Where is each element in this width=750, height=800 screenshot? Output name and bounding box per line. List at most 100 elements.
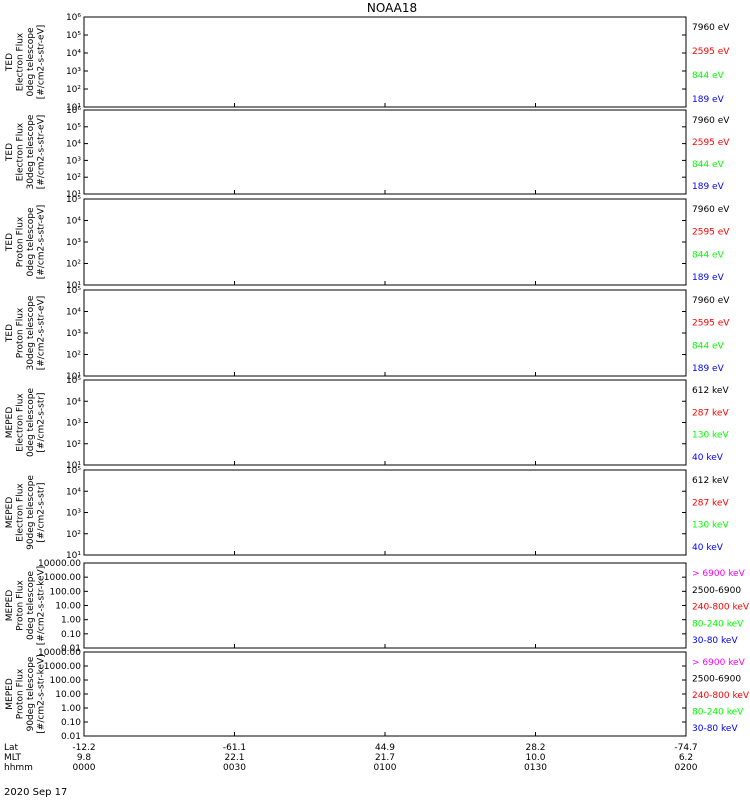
- legend-entry: 844 eV: [692, 341, 725, 351]
- y-axis-label-line: 30deg telescope: [26, 114, 36, 189]
- y-axis-label-line: 0deg telescope: [26, 207, 36, 277]
- y-tick-label: 10⁴: [66, 217, 81, 227]
- y-tick-label: 10³: [66, 156, 81, 166]
- x-tick-label: 10.0: [525, 753, 545, 763]
- y-tick-label: 0.10: [61, 718, 81, 728]
- legend-entry: 2500-6900: [692, 586, 741, 596]
- y-axis-label-line: MEPED: [5, 590, 15, 622]
- y-axis-label-line: [#/cm2-s-str-keV]: [37, 566, 47, 645]
- date-label: 2020 Sep 17: [4, 787, 67, 798]
- legend-entry: 80-240 keV: [692, 619, 744, 629]
- y-axis-label-line: [#/cm2-s-str-keV]: [37, 654, 47, 733]
- y-axis-label-line: Electron Flux: [16, 483, 26, 542]
- y-axis-label-line: 90deg telescope: [26, 475, 36, 550]
- y-tick-label: 0.10: [61, 630, 81, 640]
- legend-entry: 2595 eV: [692, 47, 730, 57]
- y-tick-label: 10²: [66, 351, 81, 361]
- panel-5-frame: [83, 379, 687, 466]
- y-axis-label-line: MEPED: [5, 678, 15, 710]
- legend-entry: 2595 eV: [692, 138, 730, 148]
- legend-entry: 2500-6900: [692, 675, 741, 685]
- y-tick-label: 10³: [66, 509, 81, 519]
- y-tick-label: 10⁵: [66, 31, 81, 41]
- legend-entry: 30-80 keV: [692, 636, 738, 646]
- legend-entry: 844 eV: [692, 250, 725, 260]
- x-tick-label: 44.9: [375, 743, 395, 753]
- y-axis-label-line: 0deg telescope: [26, 27, 36, 97]
- y-tick-label: 10³: [66, 329, 81, 339]
- y-tick-label: 0.01: [61, 732, 81, 742]
- y-axis-label-line: TED: [5, 324, 15, 343]
- y-tick-label: 10³: [66, 238, 81, 248]
- y-tick-label: 10¹: [66, 372, 81, 382]
- y-axis-label-line: Proton Flux: [16, 580, 26, 631]
- legend-entry: 189 eV: [692, 273, 725, 283]
- x-tick-label: 0030: [223, 763, 246, 773]
- y-tick-label: 10⁴: [66, 140, 81, 150]
- y-tick-label: 10.00: [55, 602, 81, 612]
- legend-entry: 189 eV: [692, 364, 725, 374]
- y-tick-label: 1000.00: [44, 662, 81, 672]
- legend-entry: 240-800 keV: [692, 691, 750, 701]
- x-tick-label: 9.8: [77, 753, 92, 763]
- legend-entry: 287 keV: [692, 408, 729, 418]
- legend-entry: 7960 eV: [692, 116, 730, 126]
- y-tick-label: 10²: [66, 173, 81, 183]
- y-tick-label: 10²: [66, 440, 81, 450]
- y-axis-label-line: MEPED: [5, 497, 15, 529]
- y-tick-label: 10¹: [66, 551, 81, 561]
- y-tick-label: 10²: [66, 85, 81, 95]
- y-tick-label: 10¹: [66, 103, 81, 113]
- y-axis-label-line: Proton Flux: [16, 668, 26, 719]
- legend-entry: 2595 eV: [692, 319, 730, 329]
- legend-entry: 7960 eV: [692, 205, 730, 215]
- y-tick-label: 10²: [66, 260, 81, 270]
- x-tick-label: 0130: [524, 763, 547, 773]
- y-tick-label: 10⁶: [66, 106, 81, 116]
- legend-entry: 2595 eV: [692, 228, 730, 238]
- y-tick-label: 10⁴: [66, 397, 81, 407]
- legend-entry: 189 eV: [692, 182, 725, 192]
- legend-entry: 844 eV: [692, 160, 725, 170]
- x-tick-label: -12.2: [72, 743, 95, 753]
- y-tick-label: 10⁵: [66, 195, 81, 205]
- legend-entry: 612 keV: [692, 386, 729, 396]
- y-tick-label: 100.00: [50, 587, 82, 597]
- panel-2-frame: [83, 109, 687, 195]
- x-tick-label: 0000: [73, 763, 96, 773]
- y-axis-label-line: Electron Flux: [16, 393, 26, 452]
- legend-entry: 130 keV: [692, 431, 729, 441]
- legend-entry: > 6900 keV: [692, 658, 746, 668]
- panel-7-frame: [83, 562, 687, 649]
- y-axis-label-line: TED: [5, 53, 15, 72]
- y-tick-label: 10²: [66, 530, 81, 540]
- y-tick-label: 10⁵: [66, 466, 81, 476]
- y-axis-label-line: [#/cm2-s-str]: [37, 482, 47, 542]
- y-tick-label: 10⁵: [66, 286, 81, 296]
- y-axis-label-line: [#/cm2-s-str-eV]: [37, 205, 47, 280]
- y-tick-label: 1.00: [61, 616, 81, 626]
- legend-entry: 189 eV: [692, 95, 725, 105]
- y-tick-label: 10000.00: [38, 648, 81, 658]
- y-tick-label: 10⁵: [66, 123, 81, 133]
- x-axis-row-label: MLT: [4, 753, 22, 763]
- panel-6-frame: [83, 469, 687, 556]
- legend-entry: 130 keV: [692, 521, 729, 531]
- y-tick-label: 10⁴: [66, 49, 81, 59]
- x-tick-label: 22.1: [224, 753, 244, 763]
- y-axis-label-line: Electron Flux: [16, 122, 26, 181]
- y-tick-label: 10³: [66, 67, 81, 77]
- legend-entry: 40 keV: [692, 543, 724, 553]
- panel-8-frame: [83, 651, 687, 737]
- legend-entry: > 6900 keV: [692, 569, 746, 579]
- legend-entry: 80-240 keV: [692, 708, 744, 718]
- y-axis-label-line: MEPED: [5, 407, 15, 439]
- y-tick-label: 10¹: [66, 190, 81, 200]
- y-tick-label: 10⁵: [66, 376, 81, 386]
- legend-entry: 7960 eV: [692, 23, 730, 33]
- x-axis-row-label: Lat: [4, 743, 19, 753]
- panel-3-frame: [83, 198, 687, 286]
- y-axis-label-line: 0deg telescope: [26, 388, 36, 458]
